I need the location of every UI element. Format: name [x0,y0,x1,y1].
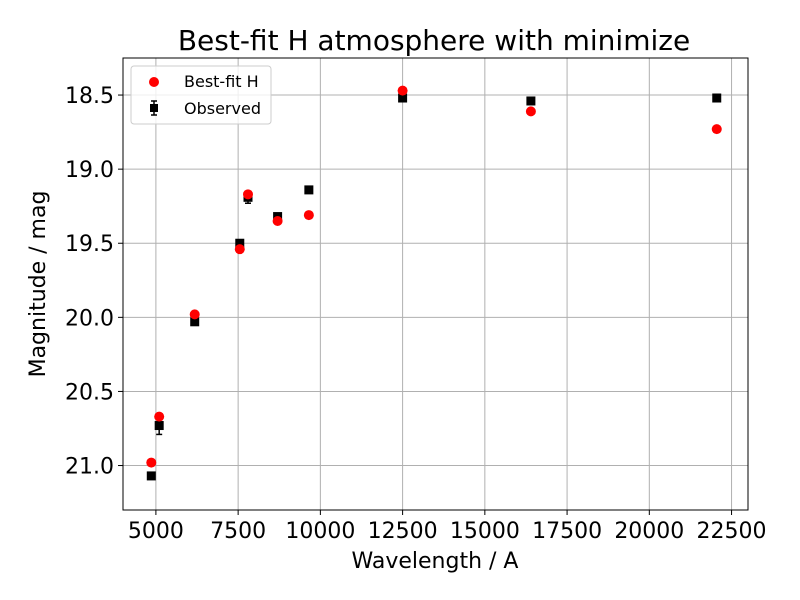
chart-title: Best-fit H atmosphere with minimize [178,24,690,57]
y-tick-label: 19.0 [65,158,114,183]
best-fit-point [189,309,200,320]
x-axis-ticks: 5000 7500 10000 12500 15000 17500 20000 22500 [128,510,767,544]
y-tick-label: 20.5 [65,380,114,405]
legend-label-best-fit: Best-fit H [184,72,259,91]
x-tick-label: 17500 [532,519,602,544]
x-tick-label: 22500 [697,519,767,544]
best-fit-point [303,210,314,221]
x-tick-label: 10000 [285,519,355,544]
legend: Best-fit H Observed [130,65,272,125]
y-tick-label: 19.5 [65,232,114,257]
observed-point [146,471,156,481]
y-axis-label: Magnitude / mag [26,191,51,378]
best-fit-point [154,411,165,422]
x-axis-label: Wavelength / A [352,549,519,574]
y-tick-label: 21.0 [65,455,114,480]
best-fit-point [525,106,536,117]
best-fit-point [146,457,157,468]
best-fit-point [272,216,283,227]
x-tick-label: 5000 [128,519,184,544]
observed-point [190,317,200,327]
best-fit-point [234,244,245,255]
x-tick-label: 20000 [614,519,684,544]
observed-point [154,421,164,431]
legend-marker-best-fit [149,77,159,87]
x-tick-label: 15000 [450,519,520,544]
y-axis-ticks: 18.5 19.0 19.5 20.0 20.5 21.0 [65,84,123,480]
y-tick-label: 20.0 [65,306,114,331]
observed-point [526,96,536,106]
best-fit-point [711,124,722,135]
best-fit-point [243,189,253,200]
legend-marker-observed [150,104,158,112]
best-fit-point [397,85,408,96]
x-tick-label: 7500 [210,519,266,544]
observed-point [235,238,245,248]
y-tick-label: 18.5 [65,84,114,109]
x-tick-label: 12500 [368,519,438,544]
legend-label-observed: Observed [184,99,261,118]
legend-box [130,65,272,125]
data-series [146,85,722,481]
plot-frame [122,57,749,511]
observed-point [304,185,314,195]
observed-point [712,93,722,103]
observed-point [398,93,408,103]
